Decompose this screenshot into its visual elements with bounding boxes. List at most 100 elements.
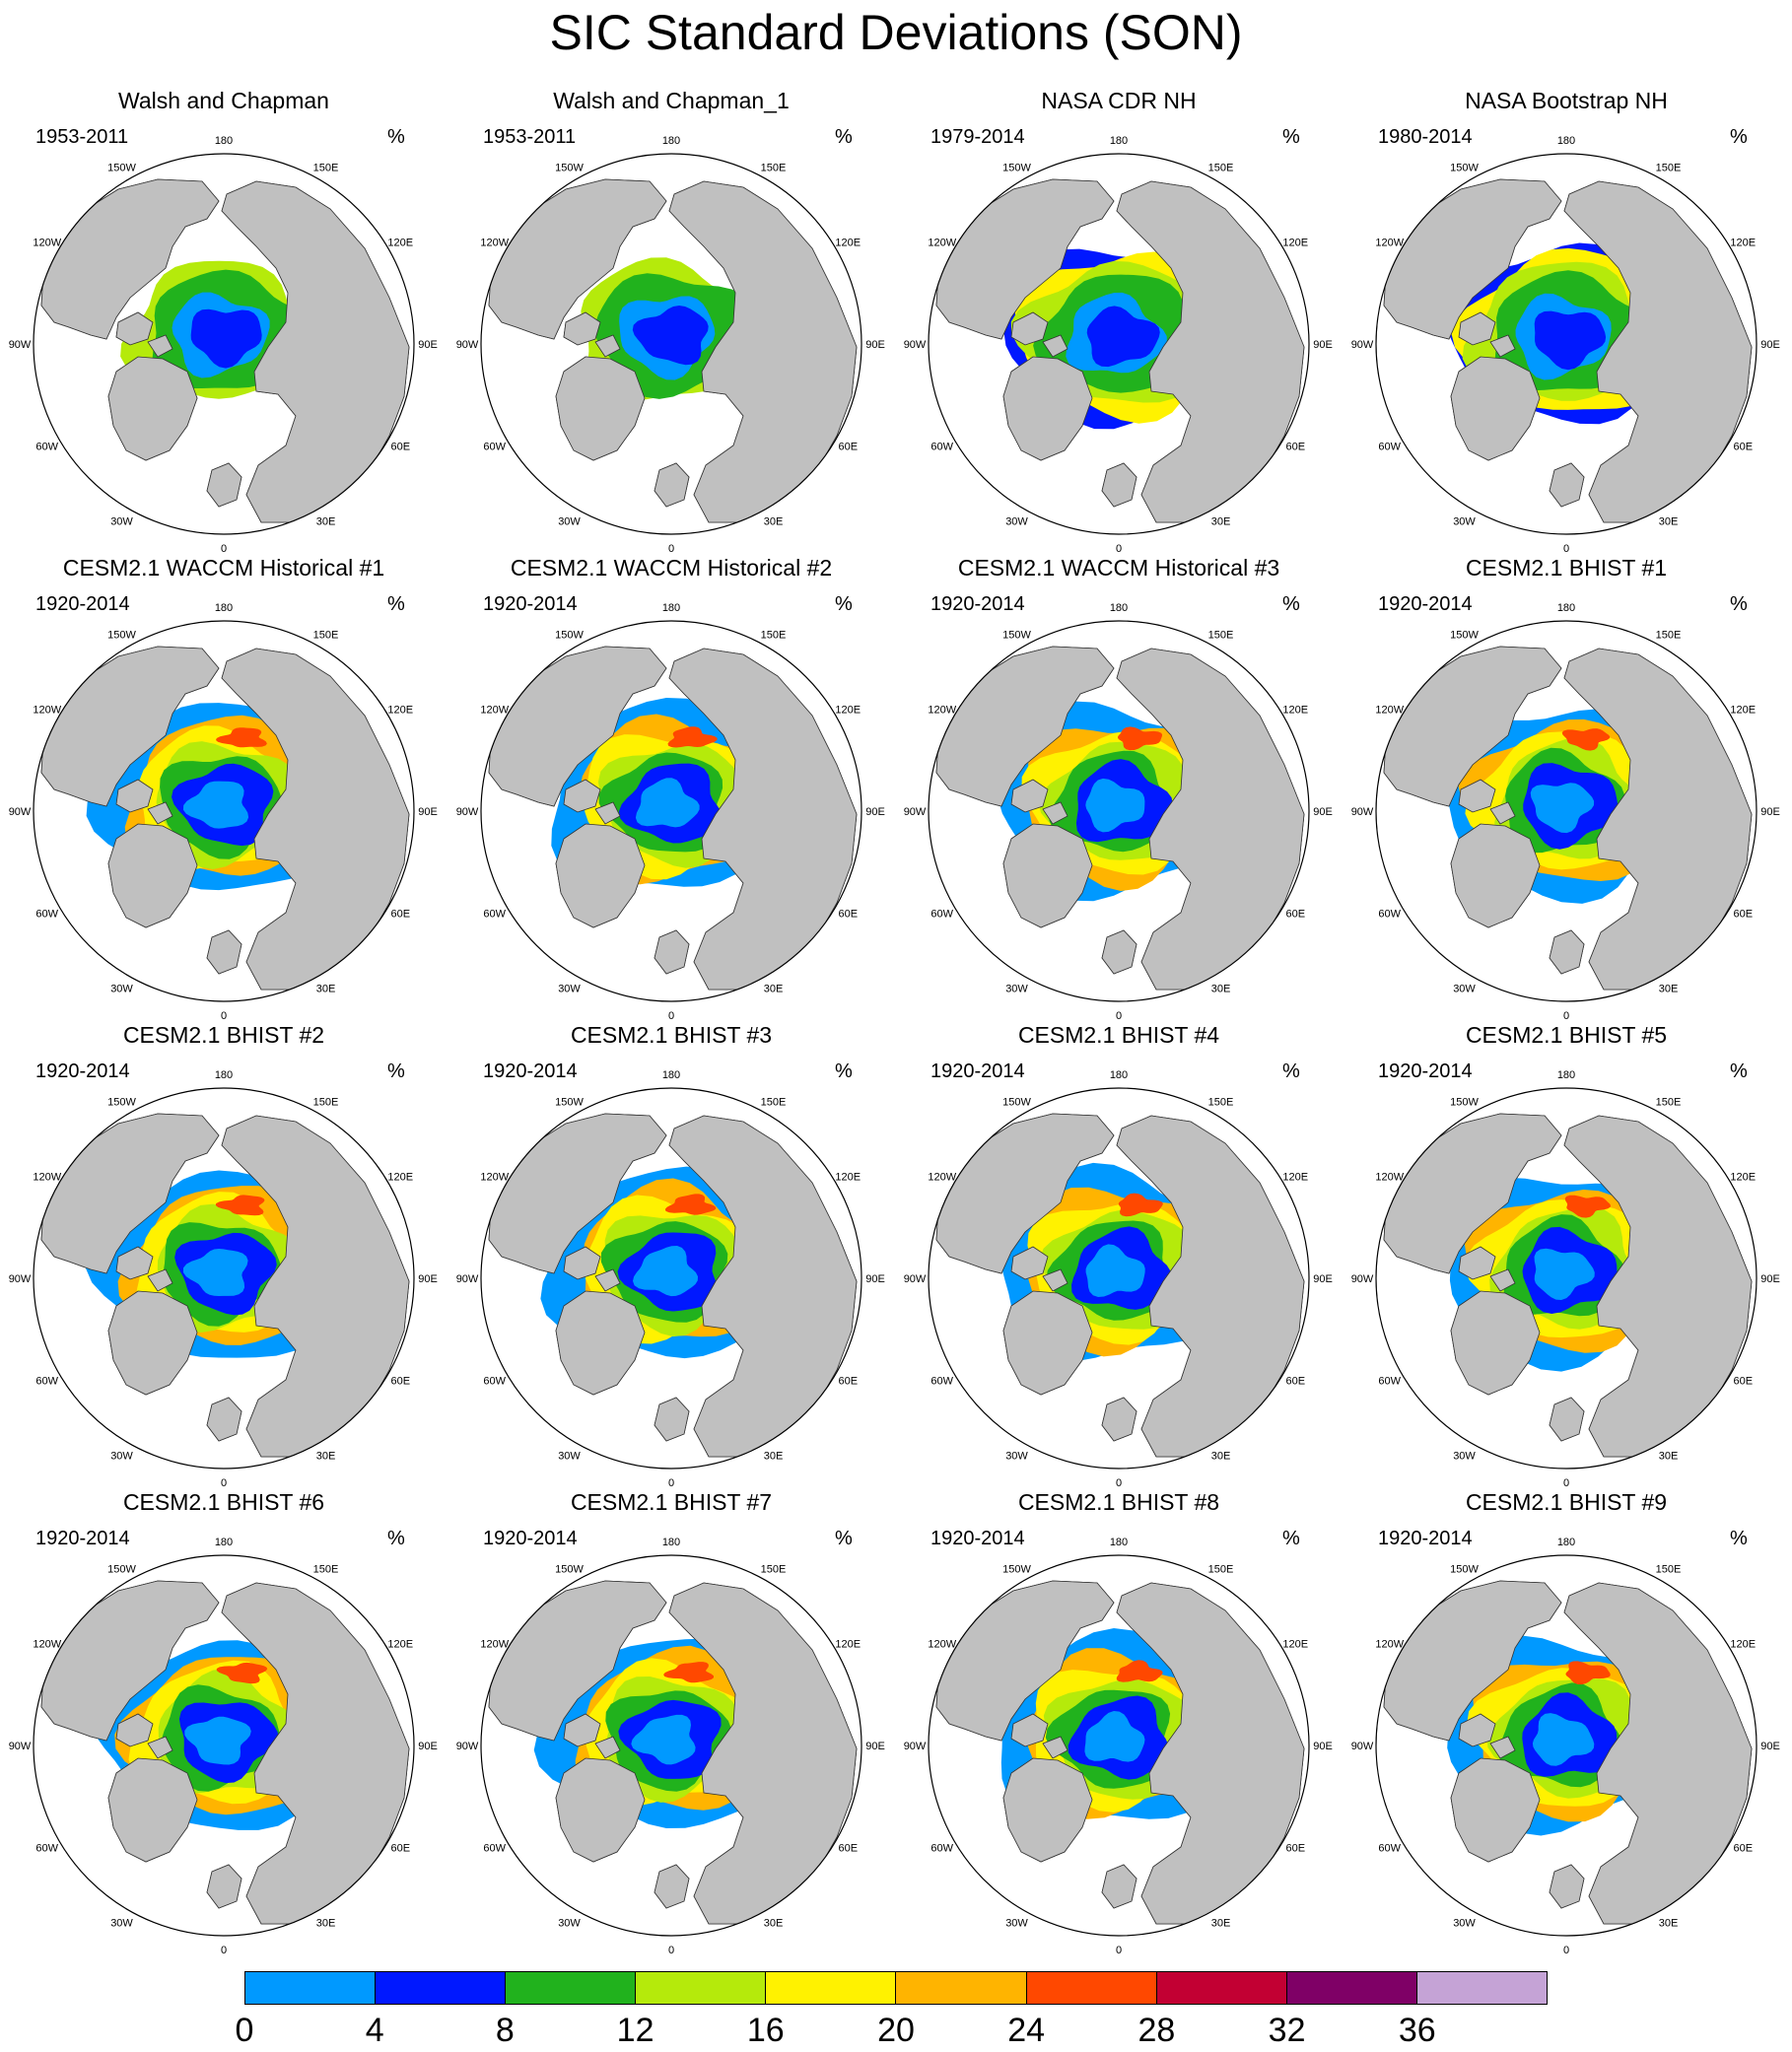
sic-hotspot bbox=[1565, 1661, 1611, 1685]
colorbar-swatch bbox=[636, 1972, 767, 2004]
longitude-label: 180 bbox=[215, 1069, 233, 1081]
panel-period: 1980-2014 bbox=[1378, 126, 1473, 148]
longitude-label: 120W bbox=[928, 1172, 956, 1184]
panel-title: CESM2.1 WACCM Historical #2 bbox=[510, 555, 833, 581]
map-content bbox=[40, 1580, 410, 1925]
longitude-label: 0 bbox=[668, 543, 674, 555]
longitude-label: 90E bbox=[1760, 806, 1780, 818]
longitude-label: 90E bbox=[865, 1741, 885, 1752]
longitude-label: 150W bbox=[555, 630, 584, 642]
map-panel: CESM2.1 WACCM Historical #3 1920-2014% 180… bbox=[895, 554, 1343, 1022]
map-border bbox=[928, 153, 1310, 535]
longitude-label: 90W bbox=[9, 806, 32, 818]
sic-contour-band bbox=[1085, 1244, 1145, 1297]
land-mass bbox=[1549, 1864, 1585, 1909]
longitude-label: 150E bbox=[1656, 1097, 1682, 1109]
longitude-label: 150W bbox=[1002, 630, 1031, 642]
land-mass bbox=[1450, 356, 1541, 461]
sic-contour-band bbox=[1534, 310, 1607, 371]
sic-hotspot bbox=[1564, 1195, 1611, 1218]
longitude-label: 120E bbox=[1730, 705, 1756, 717]
land-mass bbox=[1563, 1582, 1753, 1925]
longitude-label: 60E bbox=[1733, 1376, 1753, 1388]
longitude-label: 30E bbox=[764, 1450, 784, 1462]
panel-period: 1920-2014 bbox=[930, 1060, 1025, 1082]
land-mass bbox=[555, 1757, 646, 1863]
map-border bbox=[480, 1554, 862, 1937]
longitude-label: 60E bbox=[1285, 1843, 1305, 1855]
panel-period: 1979-2014 bbox=[930, 126, 1025, 148]
longitude-label: 60E bbox=[1733, 1843, 1753, 1855]
panel-title: CESM2.1 WACCM Historical #1 bbox=[62, 555, 385, 581]
map-content bbox=[488, 1113, 858, 1458]
land-mass bbox=[1383, 646, 1562, 807]
land-mass bbox=[555, 356, 646, 461]
land-mass bbox=[1002, 1757, 1093, 1863]
longitude-label: 120E bbox=[1282, 705, 1308, 717]
map-content bbox=[935, 178, 1305, 523]
longitude-label: 0 bbox=[1116, 1945, 1122, 1956]
longitude-label: 60E bbox=[390, 1376, 410, 1388]
sic-hotspot bbox=[216, 1662, 268, 1684]
longitude-label: 180 bbox=[1110, 1069, 1128, 1081]
land-mass bbox=[206, 929, 242, 975]
sic-contour-band bbox=[190, 308, 262, 369]
polar-map: 180 150E 120E 90E 60E 30E 0 30W 60W 90W 120W 150W bbox=[1351, 1537, 1780, 1956]
land-mass bbox=[668, 1115, 858, 1458]
map-panel: Walsh and Chapman 1953-2011% 180 150E 120E 90… bbox=[0, 87, 448, 555]
colorbar-swatch bbox=[1286, 1972, 1417, 2004]
longitude-label: 180 bbox=[1110, 135, 1128, 147]
land-mass bbox=[115, 779, 154, 813]
panel-units: % bbox=[835, 1528, 853, 1549]
panel-title: Walsh and Chapman_1 bbox=[553, 88, 790, 113]
longitude-label: 0 bbox=[668, 1477, 674, 1489]
sic-contour-band bbox=[1532, 1713, 1595, 1766]
longitude-label: 90W bbox=[1351, 806, 1374, 818]
land-mass bbox=[107, 823, 198, 928]
longitude-label: 120W bbox=[928, 705, 956, 717]
longitude-label: 90E bbox=[865, 339, 885, 351]
longitude-label: 120W bbox=[480, 705, 509, 717]
land-mass bbox=[206, 1397, 242, 1442]
sic-contour-band bbox=[632, 306, 709, 366]
panel-units: % bbox=[1730, 1060, 1748, 1082]
land-mass bbox=[221, 180, 410, 523]
longitude-label: 30E bbox=[1211, 515, 1231, 527]
longitude-label: 150W bbox=[1002, 1564, 1031, 1576]
panel-title: CESM2.1 BHIST #8 bbox=[1017, 1489, 1220, 1515]
longitude-label: 30W bbox=[110, 1450, 133, 1462]
longitude-label: 150W bbox=[107, 630, 136, 642]
land-mass bbox=[1101, 1864, 1137, 1909]
land-mass bbox=[40, 1580, 220, 1742]
sic-contour-band bbox=[1086, 306, 1160, 368]
colorbar-swatch bbox=[1156, 1972, 1287, 2004]
land-mass bbox=[935, 646, 1115, 807]
colorbar: 0 4 8 12 16 20 24 28 32 36 bbox=[236, 1971, 1548, 2052]
longitude-label: 90W bbox=[1351, 1741, 1374, 1752]
land-mass bbox=[935, 1113, 1115, 1274]
longitude-label: 60E bbox=[838, 1376, 858, 1388]
panel-units: % bbox=[1282, 1060, 1300, 1082]
panel-period: 1920-2014 bbox=[483, 1060, 578, 1082]
longitude-label: 90W bbox=[9, 1741, 32, 1752]
longitude-label: 60W bbox=[1378, 1376, 1401, 1388]
land-mass bbox=[1458, 779, 1496, 813]
map-border bbox=[480, 1087, 862, 1470]
land-mass bbox=[1450, 1757, 1541, 1863]
map-border bbox=[33, 1554, 415, 1937]
longitude-label: 0 bbox=[1116, 1477, 1122, 1489]
longitude-label: 120W bbox=[1375, 705, 1404, 717]
longitude-label: 30W bbox=[1453, 983, 1476, 994]
land-mass bbox=[1458, 1246, 1496, 1280]
colorbar-swatch bbox=[896, 1972, 1027, 2004]
panel-units: % bbox=[835, 1060, 853, 1082]
panel-title: Walsh and Chapman bbox=[118, 88, 329, 113]
land-mass bbox=[594, 334, 621, 358]
sic-contour-band bbox=[631, 1714, 696, 1765]
land-mass bbox=[40, 178, 220, 340]
longitude-label: 120W bbox=[1375, 1172, 1404, 1184]
longitude-label: 60E bbox=[838, 1843, 858, 1855]
panel-units: % bbox=[387, 126, 405, 148]
map-content bbox=[1383, 1580, 1753, 1925]
land-mass bbox=[1002, 823, 1093, 928]
